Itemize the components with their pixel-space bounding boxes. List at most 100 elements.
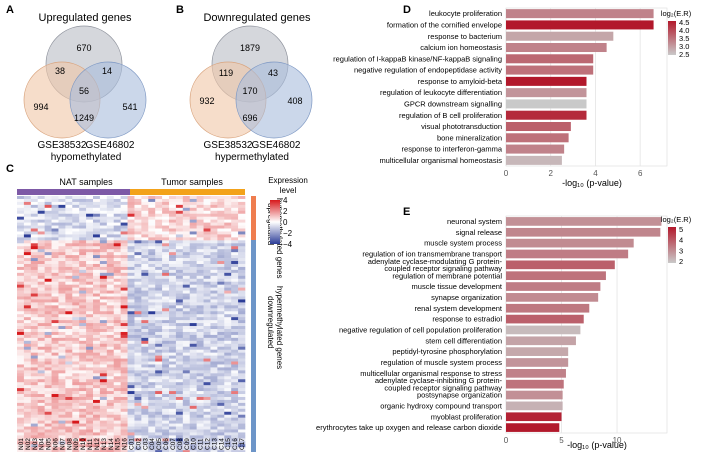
heatmap-cell xyxy=(217,408,225,413)
heatmap-cell xyxy=(155,343,163,348)
heatmap-cell xyxy=(217,210,225,215)
heatmap-cell xyxy=(58,329,66,333)
heatmap-cell xyxy=(51,287,59,291)
heatmap-cell xyxy=(58,204,66,209)
heatmap-cell xyxy=(37,355,45,359)
heatmap-cell xyxy=(120,444,128,448)
heatmap-cell xyxy=(238,411,246,416)
venn-b-left-only: 932 xyxy=(199,96,214,106)
heatmap-cell xyxy=(23,305,32,309)
heatmap-cell xyxy=(51,432,59,436)
heatmap-cell xyxy=(231,343,239,348)
heatmap-cell xyxy=(58,426,66,430)
heatmap-cell xyxy=(148,290,156,294)
heatmap-cell xyxy=(127,370,135,374)
heatmap-cell xyxy=(169,290,177,294)
heatmap-cell xyxy=(17,252,25,256)
heatmap-cell xyxy=(86,287,94,291)
heatmap-cell xyxy=(37,198,45,203)
venn-a-right-only: 541 xyxy=(122,102,137,112)
heatmap-cell xyxy=(37,334,45,339)
heatmap-cell xyxy=(65,396,73,401)
heatmap-cell xyxy=(30,382,39,386)
heatmap-cell xyxy=(113,290,121,294)
heatmap-cell xyxy=(134,408,142,413)
heatmap-cell xyxy=(134,308,142,312)
heatmap-cell xyxy=(58,246,66,250)
heatmap-cell xyxy=(58,252,66,256)
heatmap-cell xyxy=(162,420,170,424)
heatmap-cell xyxy=(175,343,184,348)
heatmap-cell xyxy=(148,225,156,229)
heatmap-cell xyxy=(162,258,170,262)
heatmap-cell xyxy=(86,299,94,303)
heatmap-cell xyxy=(127,361,135,365)
bar-d-legend-colorbar xyxy=(668,21,676,55)
heatmap-legend-tick: 4 xyxy=(283,196,288,205)
heatmap-cell xyxy=(58,287,66,291)
heatmap-cell xyxy=(30,308,39,312)
heatmap-cell xyxy=(148,405,156,410)
heatmap-cell xyxy=(148,249,156,253)
heatmap-cell xyxy=(58,364,66,368)
heatmap-cell xyxy=(72,323,80,327)
heatmap-cell xyxy=(37,323,45,327)
heatmap-cell xyxy=(65,388,73,392)
heatmap-cell xyxy=(17,249,25,253)
heatmap-cell xyxy=(106,258,115,262)
heatmap-cell xyxy=(238,323,246,327)
heatmap-cell xyxy=(127,394,135,398)
heatmap-cell xyxy=(162,278,170,283)
heatmap-cell xyxy=(120,346,128,350)
legend-tick: 4.0 xyxy=(679,26,689,35)
heatmap-cell xyxy=(93,243,101,247)
heatmap-cell xyxy=(141,311,149,315)
heatmap-cell xyxy=(79,198,87,203)
heatmap-cell xyxy=(86,355,94,359)
heatmap-cell xyxy=(217,358,225,362)
heatmap-column-label: N09 xyxy=(73,438,80,450)
heatmap-cell xyxy=(86,231,94,235)
heatmap-cell xyxy=(93,287,101,291)
heatmap-cell xyxy=(210,266,218,271)
heatmap-cell xyxy=(106,320,115,324)
heatmap-cell xyxy=(120,293,128,297)
heatmap-cell xyxy=(203,290,211,294)
heatmap-cell xyxy=(120,441,128,445)
heatmap-cell xyxy=(51,258,59,262)
heatmap-cell xyxy=(51,198,59,203)
category-label: response to bacterium xyxy=(428,32,502,41)
heatmap-cell xyxy=(224,261,232,265)
venn-a-left-right: 1249 xyxy=(74,113,94,123)
heatmap-cell xyxy=(224,266,232,271)
heatmap-cell xyxy=(51,252,59,256)
heatmap-cell xyxy=(23,311,32,315)
heatmap-cell xyxy=(169,358,177,362)
heatmap-cell xyxy=(30,432,39,436)
heatmap-cell xyxy=(217,334,225,339)
heatmap-cell xyxy=(44,370,52,374)
heatmap-cell xyxy=(65,275,73,280)
heatmap-group-nat-bar xyxy=(17,189,130,195)
heatmap-cell xyxy=(182,405,191,410)
heatmap-cell xyxy=(72,216,80,220)
heatmap-cell xyxy=(93,323,101,327)
heatmap-cell xyxy=(238,334,246,339)
heatmap-cell xyxy=(148,447,156,451)
heatmap-cell xyxy=(106,201,115,206)
heatmap-cell xyxy=(224,323,232,327)
heatmap-cell xyxy=(30,364,39,368)
heatmap-cell xyxy=(217,349,225,353)
heatmap-cell xyxy=(127,444,135,448)
heatmap-cell xyxy=(113,382,121,386)
heatmap-cell xyxy=(169,429,177,433)
heatmap-cell xyxy=(17,302,25,306)
heatmap-cell xyxy=(51,302,59,306)
heatmap-cell xyxy=(120,219,128,223)
heatmap-cell xyxy=(37,405,45,410)
heatmap-cell xyxy=(86,263,94,268)
heatmap-cell xyxy=(113,435,121,439)
heatmap-cell xyxy=(58,196,66,200)
heatmap-cell xyxy=(79,367,87,371)
heatmap-cell xyxy=(44,376,52,380)
